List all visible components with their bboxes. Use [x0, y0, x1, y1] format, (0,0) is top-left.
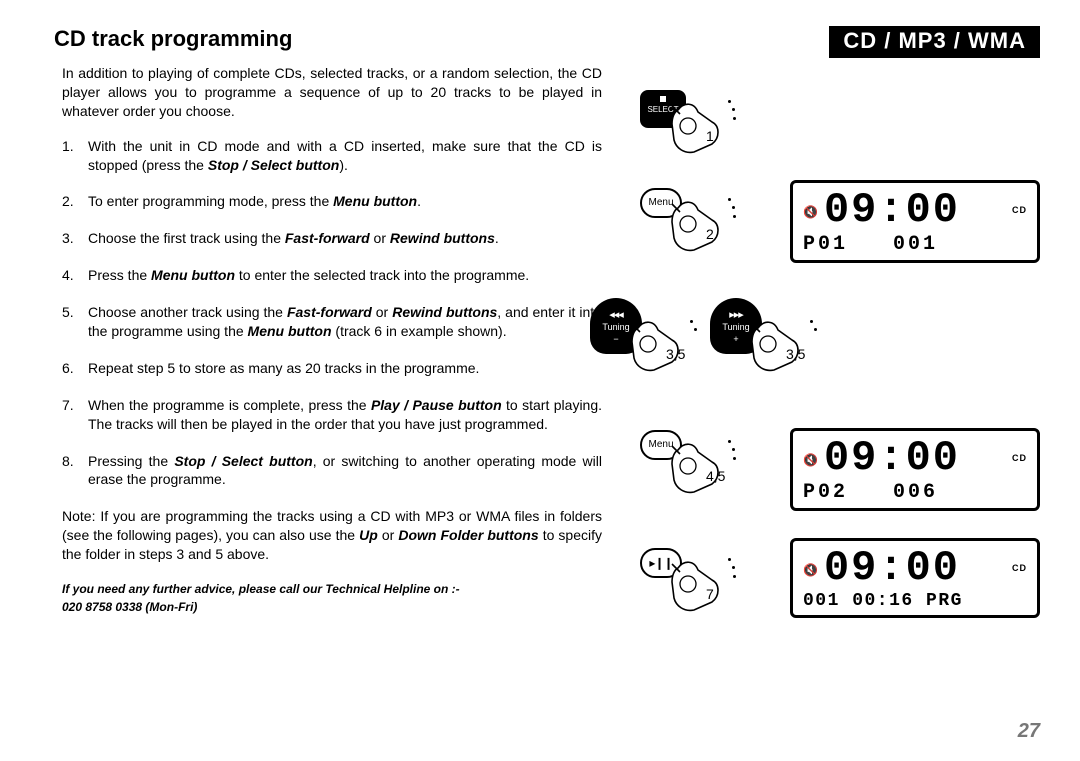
hand-icon	[670, 560, 730, 615]
motion-dot-icon	[733, 215, 736, 218]
press-menu-1: Menu 2	[640, 188, 740, 268]
lcd-time: 09:00	[824, 189, 960, 231]
motion-dot-icon	[732, 108, 735, 111]
hand-icon	[670, 200, 730, 255]
step-text: Pressing the Stop / Select button, or sw…	[88, 452, 602, 490]
lcd-bottom: 001 00:16 PRG	[803, 591, 1027, 611]
lcd-time: 09:00	[824, 437, 960, 479]
step-text: Press the Menu button to enter the selec…	[88, 266, 602, 285]
step-marker: 3,5	[666, 346, 685, 362]
speaker-icon: 🔇	[803, 563, 818, 577]
tuning-label: Tuning	[602, 322, 629, 332]
press-menu-2: Menu 4,5	[640, 430, 740, 510]
motion-dot-icon	[733, 457, 736, 460]
motion-dot-icon	[728, 558, 731, 561]
lcd-display-3: 🔇 09:00 CD 001 00:16 PRG	[790, 538, 1040, 618]
steps-list: 1.With the unit in CD mode and with a CD…	[62, 137, 602, 490]
step-marker: 3,5	[786, 346, 805, 362]
step-marker: 4,5	[706, 468, 725, 484]
step-6: 6.Repeat step 5 to store as many as 20 t…	[62, 359, 602, 378]
step-num: 7.	[62, 396, 88, 434]
step-num: 5.	[62, 303, 88, 341]
step-text: Choose the first track using the Fast-fo…	[88, 229, 602, 248]
step-4: 4.Press the Menu button to enter the sel…	[62, 266, 602, 285]
plus-sign: +	[733, 334, 738, 344]
step-marker: 2	[706, 226, 714, 242]
motion-dot-icon	[694, 328, 697, 331]
step-num: 3.	[62, 229, 88, 248]
step-5: 5.Choose another track using the Fast-fo…	[62, 303, 602, 341]
press-select: SELECT 1	[640, 90, 740, 170]
page-number: 27	[1018, 720, 1040, 743]
minus-sign: −	[613, 334, 618, 344]
press-tuning-rew: ◂◂◂ Tuning − 3,5	[590, 298, 690, 378]
lcd-display-1: 🔇 09:00 CD P01 001	[790, 180, 1040, 263]
lcd-mode: CD	[1012, 453, 1027, 463]
motion-dot-icon	[814, 328, 817, 331]
motion-dot-icon	[690, 320, 693, 323]
step-text: Repeat step 5 to store as many as 20 tra…	[88, 359, 602, 378]
step-1: 1.With the unit in CD mode and with a CD…	[62, 137, 602, 175]
lcd-mode: CD	[1012, 563, 1027, 573]
step-7: 7.When the programme is complete, press …	[62, 396, 602, 434]
step-num: 6.	[62, 359, 88, 378]
step-num: 4.	[62, 266, 88, 285]
lcd-mode: CD	[1012, 205, 1027, 215]
lcd-bottom: P01 001	[803, 233, 1027, 256]
intro-paragraph: In addition to playing of complete CDs, …	[62, 64, 602, 121]
section-band: CD / MP3 / WMA	[829, 26, 1040, 58]
step-text: When the programme is complete, press th…	[88, 396, 602, 434]
step-8: 8.Pressing the Stop / Select button, or …	[62, 452, 602, 490]
stop-icon	[660, 96, 666, 102]
motion-dot-icon	[728, 198, 731, 201]
lcd-bottom: P02 006	[803, 481, 1027, 504]
step-2: 2.To enter programming mode, press the M…	[62, 192, 602, 211]
press-tuning-fwd: ▸▸▸ Tuning + 3,5	[710, 298, 810, 378]
motion-dot-icon	[732, 206, 735, 209]
motion-dot-icon	[810, 320, 813, 323]
speaker-icon: 🔇	[803, 205, 818, 219]
press-playpause: ▸❙❙ 7	[640, 548, 740, 628]
motion-dot-icon	[732, 448, 735, 451]
step-num: 8.	[62, 452, 88, 490]
step-marker: 1	[706, 128, 714, 144]
note-paragraph: Note: If you are programming the tracks …	[62, 507, 602, 564]
step-text: With the unit in CD mode and with a CD i…	[88, 137, 602, 175]
step-text: To enter programming mode, press the Men…	[88, 192, 602, 211]
motion-dot-icon	[728, 440, 731, 443]
step-num: 2.	[62, 192, 88, 211]
step-marker: 7	[706, 586, 714, 602]
lcd-display-2: 🔇 09:00 CD P02 006	[790, 428, 1040, 511]
motion-dot-icon	[733, 117, 736, 120]
step-text: Choose another track using the Fast-forw…	[88, 303, 602, 341]
step-num: 1.	[62, 137, 88, 175]
tuning-label: Tuning	[722, 322, 749, 332]
illustrations-column: SELECT 1 Menu 2 🔇 09:00 CD P01 001	[620, 90, 1040, 710]
motion-dot-icon	[732, 566, 735, 569]
hand-icon	[670, 102, 730, 157]
manual-page: CD track programming CD / MP3 / WMA In a…	[0, 0, 1080, 761]
lcd-time: 09:00	[824, 547, 960, 589]
motion-dot-icon	[728, 100, 731, 103]
speaker-icon: 🔇	[803, 453, 818, 467]
motion-dot-icon	[733, 575, 736, 578]
step-3: 3.Choose the first track using the Fast-…	[62, 229, 602, 248]
